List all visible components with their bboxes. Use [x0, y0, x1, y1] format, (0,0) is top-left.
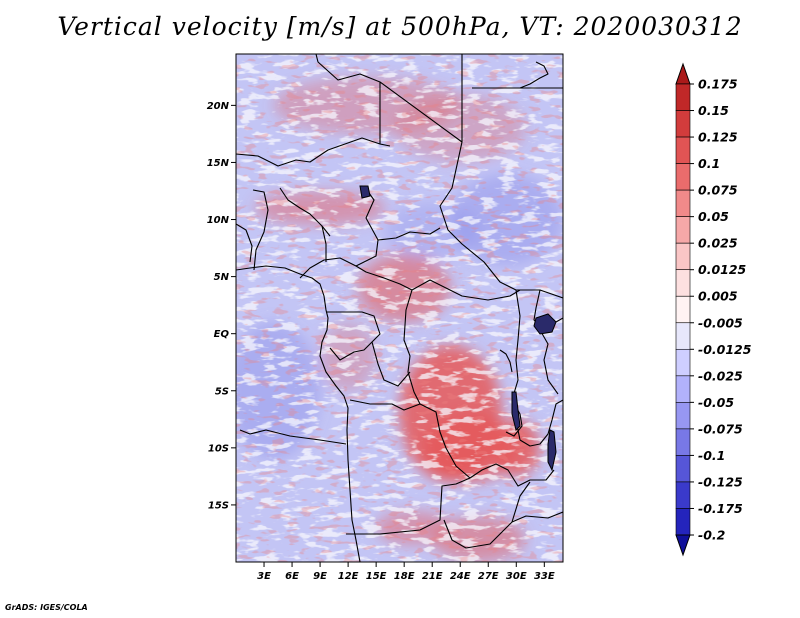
y-tick-label-10N: 10N	[207, 215, 230, 226]
colorbar-label-11: -0.025	[698, 368, 743, 383]
x-tick-label-30E: 30E	[506, 571, 527, 582]
colorbar-label-14: -0.1	[698, 448, 725, 463]
colorbar-swatch-3	[675, 136, 691, 164]
colorbar-swatch-4	[675, 163, 691, 191]
colorbar-label-6: 0.025	[698, 236, 738, 251]
lake-victoria	[533, 313, 557, 335]
colorbar-swatch-12	[675, 375, 691, 403]
x-tick-label-9E: 9E	[313, 571, 327, 582]
colorbar-label-3: 0.1	[698, 156, 720, 171]
x-tick-label-3E: 3E	[257, 571, 271, 582]
x-tick-label-6E: 6E	[285, 571, 299, 582]
x-tick-label-27E: 27E	[478, 571, 499, 582]
lake-tanganyika	[511, 391, 521, 431]
y-tick-label-5S: 5S	[215, 386, 229, 397]
colorbar-label-8: 0.005	[698, 289, 738, 304]
colorbar-label-5: 0.05	[698, 209, 729, 224]
y-tick-label-EQ: EQ	[214, 329, 230, 340]
colorbar-swatch-13	[675, 402, 691, 430]
colorbar-bottom-arrow	[675, 534, 691, 557]
x-tick-label-33E: 33E	[534, 571, 555, 582]
colorbar-label-13: -0.075	[698, 421, 743, 436]
colorbar-label-9: -0.005	[698, 315, 743, 330]
colorbar-label-7: 0.0125	[698, 262, 747, 277]
lake-chad	[359, 185, 371, 199]
colorbar-label-16: -0.175	[698, 501, 743, 516]
colorbar-swatch-1	[675, 83, 691, 111]
colorbar-label-12: -0.05	[698, 395, 734, 410]
chart-title: Vertical velocity [m/s] at 500hPa, VT: 2…	[57, 12, 743, 41]
colorbar-label-4: 0.075	[698, 183, 738, 198]
grads-credit: GrADS: IGES/COLA	[5, 603, 88, 612]
x-tick-label-18E: 18E	[394, 571, 415, 582]
y-tick-label-15N: 15N	[207, 158, 230, 169]
colorbar-label-2: 0.125	[698, 130, 738, 145]
y-axis: 20N 15N 10N 5N EQ 5S 10S 15S	[207, 101, 236, 511]
colorbar: 0.175 0.15 0.125 0.1 0.075 0.05 0.025 0.0125 0.0…	[675, 62, 752, 557]
map-frame	[235, 53, 564, 563]
x-tick-label-24E: 24E	[450, 571, 471, 582]
y-tick-label-20N: 20N	[207, 101, 230, 112]
y-tick-label-10S: 10S	[208, 443, 229, 454]
map-panel	[236, 54, 563, 562]
colorbar-swatch-10	[675, 322, 691, 350]
lake-malawi	[547, 429, 557, 472]
colorbar-swatch-14	[675, 428, 691, 456]
coastline	[236, 265, 361, 562]
colorbar-swatch-9	[675, 295, 691, 324]
updraft-speckle-texture	[236, 54, 563, 562]
y-tick-label-5N: 5N	[214, 272, 230, 283]
colorbar-swatch-11	[675, 348, 691, 377]
colorbar-label-10: -0.0125	[698, 342, 752, 357]
x-axis: 3E 6E 9E 12E 15E 18E 21E 24E 27E 30E 33E	[257, 562, 555, 582]
colorbar-label-17: -0.2	[698, 528, 725, 543]
x-tick-label-12E: 12E	[338, 571, 359, 582]
colorbar-swatch-2	[675, 110, 691, 138]
x-tick-label-21E: 21E	[422, 571, 443, 582]
colorbar-swatch-7	[675, 242, 691, 271]
colorbar-label-0: 0.175	[698, 77, 738, 92]
colorbar-swatch-6	[675, 216, 691, 244]
colorbar-label-15: -0.125	[698, 474, 743, 489]
colorbar-top-arrow	[675, 62, 691, 85]
colorbar-swatch-5	[675, 189, 691, 217]
lakes	[359, 185, 557, 472]
y-tick-label-15S: 15S	[208, 500, 229, 511]
colorbar-swatch-16	[675, 481, 691, 509]
colorbar-swatch-15	[675, 455, 691, 483]
colorbar-swatch-17	[675, 508, 691, 536]
colorbar-swatch-8	[675, 269, 691, 297]
colorbar-label-1: 0.15	[698, 103, 729, 118]
x-tick-label-15E: 15E	[366, 571, 387, 582]
